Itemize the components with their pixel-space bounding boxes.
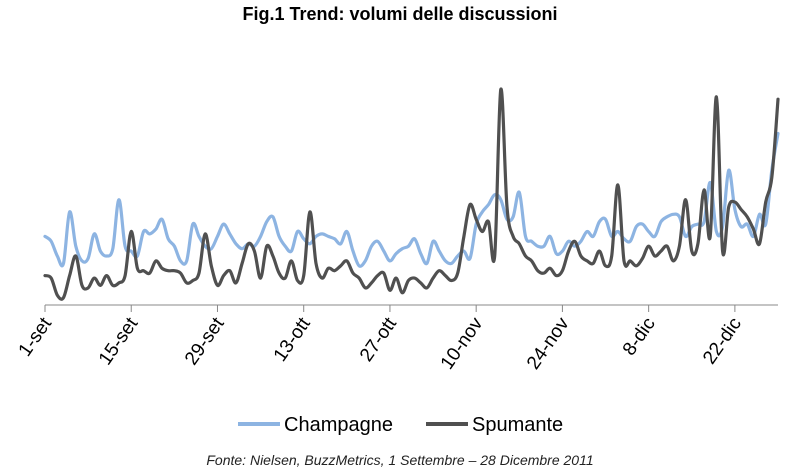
x-tick-label: 27-ott — [356, 313, 401, 365]
x-tick-label: 8-dic — [619, 314, 660, 360]
chart-title: Fig.1 Trend: volumi delle discussioni — [242, 4, 558, 24]
x-ticks: 1-set 15-set 29-set 13-ott 27-ott 10-nov 24-no… — [15, 305, 746, 373]
source-note: Fonte: Nielsen, BuzzMetrics, 1 Settembre… — [206, 452, 594, 468]
x-tick-label: 22-dic — [699, 314, 746, 368]
legend-label-spumante: Spumante — [472, 414, 563, 436]
x-tick-label: 1-set — [15, 313, 57, 360]
x-tick-label: 29-set — [181, 313, 229, 369]
legend: Champagne Spumante — [238, 414, 563, 436]
x-tick-label: 10-nov — [437, 313, 488, 373]
x-tick-label: 24-nov — [523, 313, 574, 373]
series-layer — [43, 87, 780, 301]
series-line-champagne — [43, 131, 780, 268]
x-tick-label: 15-set — [95, 313, 143, 369]
legend-label-champagne: Champagne — [284, 414, 393, 436]
x-tick-label: 13-ott — [270, 313, 315, 365]
series-line-spumante — [43, 87, 780, 301]
